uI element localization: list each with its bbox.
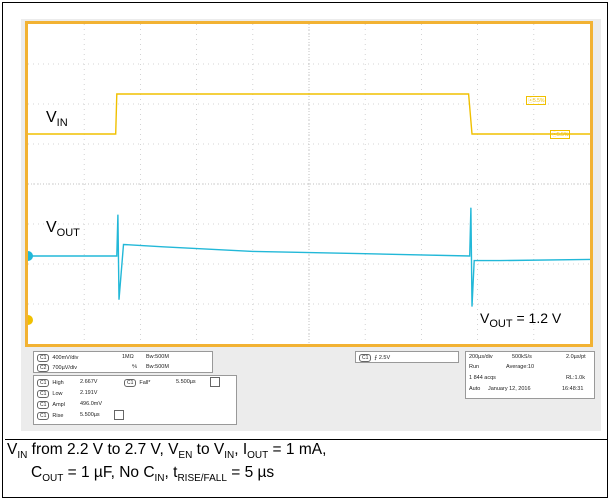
ch1-coupling: 1MΩ — [122, 354, 134, 360]
waveform-screen: VIN VOUT VOUT = 1.2 V ⓐ5.5% ⓐ5.5% — [25, 21, 593, 347]
meas-low-value: 2.191V — [80, 390, 98, 396]
ch1-scale: 400mV/div — [52, 355, 79, 361]
meas-ampl-value: 496.0mV — [80, 401, 103, 407]
acq-pt-rate: 2.0µs/pt — [566, 354, 586, 360]
meas-stats-icon-2[interactable] — [114, 410, 124, 420]
meas-low-chip[interactable]: C1 — [37, 390, 50, 398]
caption-line-2: COUT = 1 µF, No CIN, tRISE/FALL = 5 µs — [31, 464, 275, 485]
meas-fall-label: Fall* — [139, 380, 151, 386]
acq-average: Average:10 — [506, 364, 535, 370]
figure-frame: VIN VOUT VOUT = 1.2 V ⓐ5.5% ⓐ5.5% C1 400m… — [2, 2, 608, 498]
waveform-plot — [28, 24, 590, 344]
vout-value-label: VOUT = 1.2 V — [480, 310, 562, 330]
trigger-slope-icon: ⨍ — [374, 355, 378, 361]
meas-high-label: High — [52, 380, 64, 386]
meas-high-chip[interactable]: C1 — [37, 379, 50, 387]
ch1-ground-marker — [28, 315, 33, 325]
acq-timebase: 200µs/div — [469, 354, 493, 360]
caption-divider — [5, 439, 607, 440]
acq-mode: Run — [469, 364, 480, 370]
acq-sample-rate: 500kS/s — [512, 354, 532, 360]
meas-fall-chip[interactable]: C1 — [124, 379, 137, 387]
ch1-chip[interactable]: C1 — [37, 354, 50, 362]
trigger-source-chip[interactable]: C1 — [359, 354, 372, 362]
oscilloscope-display: VIN VOUT VOUT = 1.2 V ⓐ5.5% ⓐ5.5% C1 400m… — [21, 19, 601, 431]
meas-rise-chip[interactable]: C1 — [37, 412, 50, 420]
meas-high-value: 2.667V — [80, 379, 98, 385]
trace-v-in — [28, 93, 590, 135]
meas-ampl-label: Ampl — [52, 402, 65, 408]
ch2-chip[interactable]: C2 — [37, 364, 50, 372]
ch2-coupling: ⅍ — [132, 364, 138, 370]
ch2-bandwidth: Bw:500M — [146, 364, 169, 370]
meas-fall-value: 5.500µs — [176, 379, 196, 385]
meas-ampl-chip[interactable]: C1 — [37, 401, 50, 409]
measurements-panel: C1 High 2.667V C1 Low 2.191V C1 Ampl 496.0m… — [33, 375, 237, 425]
figure-caption: VIN from 2.2 V to 2.7 V, VEN to VIN, IOU… — [7, 441, 607, 487]
cursor-marker-low: ⓐ5.5% — [550, 130, 571, 139]
ch2-scale: 700µV/div — [52, 365, 77, 371]
vin-label: VIN — [46, 109, 68, 130]
vout-label: VOUT — [46, 219, 80, 240]
caption-line-1: VIN from 2.2 V to 2.7 V, VEN to VIN, IOU… — [7, 441, 327, 462]
acq-record-length: RL:1.0k — [566, 375, 585, 381]
cursor-marker-high: ⓐ5.5% — [526, 96, 547, 105]
acquisition-panel: 200µs/div 500kS/s 2.0µs/pt Run Average:1… — [465, 351, 595, 399]
meas-rise-label: Rise — [52, 413, 64, 419]
acq-time: 16:48:31 — [562, 386, 584, 392]
acq-date: January 12, 2016 — [488, 386, 531, 392]
acq-trigger-mode: Auto — [469, 386, 481, 392]
trigger-level: 2.5V — [378, 355, 391, 361]
trigger-panel: C1 ⨍ 2.5V — [355, 351, 459, 363]
meas-stats-icon[interactable] — [210, 377, 220, 387]
trace-v-out — [28, 207, 590, 307]
meas-rise-value: 5.500µs — [80, 412, 100, 418]
acq-count: 1 844 acqs — [469, 375, 496, 381]
ch2-ground-marker — [28, 251, 33, 261]
meas-low-label: Low — [52, 391, 63, 397]
ch1-bandwidth: Bw:500M — [146, 354, 169, 360]
channel-settings-panel: C1 400mV/div 1MΩ Bw:500M C2 700µV/div ⅍ Bw… — [33, 351, 213, 373]
